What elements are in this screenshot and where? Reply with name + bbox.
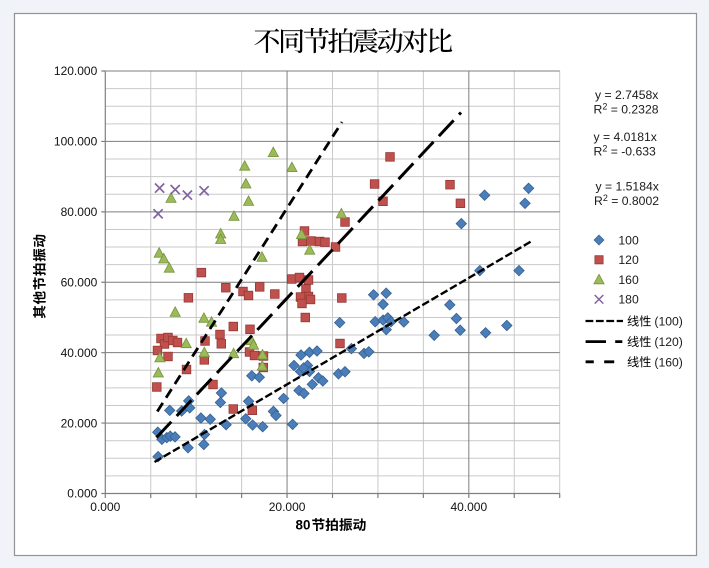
svg-text:0.000: 0.000 (90, 500, 120, 514)
svg-text:120.000: 120.000 (54, 64, 98, 78)
svg-text:(120): (120) (654, 335, 682, 349)
svg-text:y = 1.5184x: y = 1.5184x (596, 179, 659, 193)
svg-text:(160): (160) (654, 355, 682, 369)
svg-text:R2 = -0.633: R2 = -0.633 (594, 143, 656, 158)
svg-text:R2 = 0.8002: R2 = 0.8002 (594, 193, 659, 208)
svg-text:60.000: 60.000 (61, 276, 98, 290)
svg-text:20.000: 20.000 (61, 416, 98, 430)
svg-text:R2 = 0.2328: R2 = 0.2328 (594, 102, 659, 117)
svg-text:(100): (100) (654, 315, 682, 329)
svg-text:40.000: 40.000 (61, 346, 98, 360)
svg-text:40.000: 40.000 (450, 500, 487, 514)
svg-text:100: 100 (618, 233, 639, 247)
svg-text:160: 160 (618, 273, 639, 287)
svg-text:80: 80 (296, 518, 311, 533)
svg-text:y = 4.0181x: y = 4.0181x (594, 130, 657, 144)
svg-text:100.000: 100.000 (54, 135, 98, 149)
svg-text:80.000: 80.000 (61, 205, 98, 219)
svg-text:20.000: 20.000 (269, 500, 306, 514)
svg-text:0.000: 0.000 (67, 487, 97, 501)
svg-text:120: 120 (618, 253, 639, 267)
svg-text:y = 2.7458x: y = 2.7458x (595, 88, 658, 102)
svg-text:180: 180 (618, 293, 639, 307)
